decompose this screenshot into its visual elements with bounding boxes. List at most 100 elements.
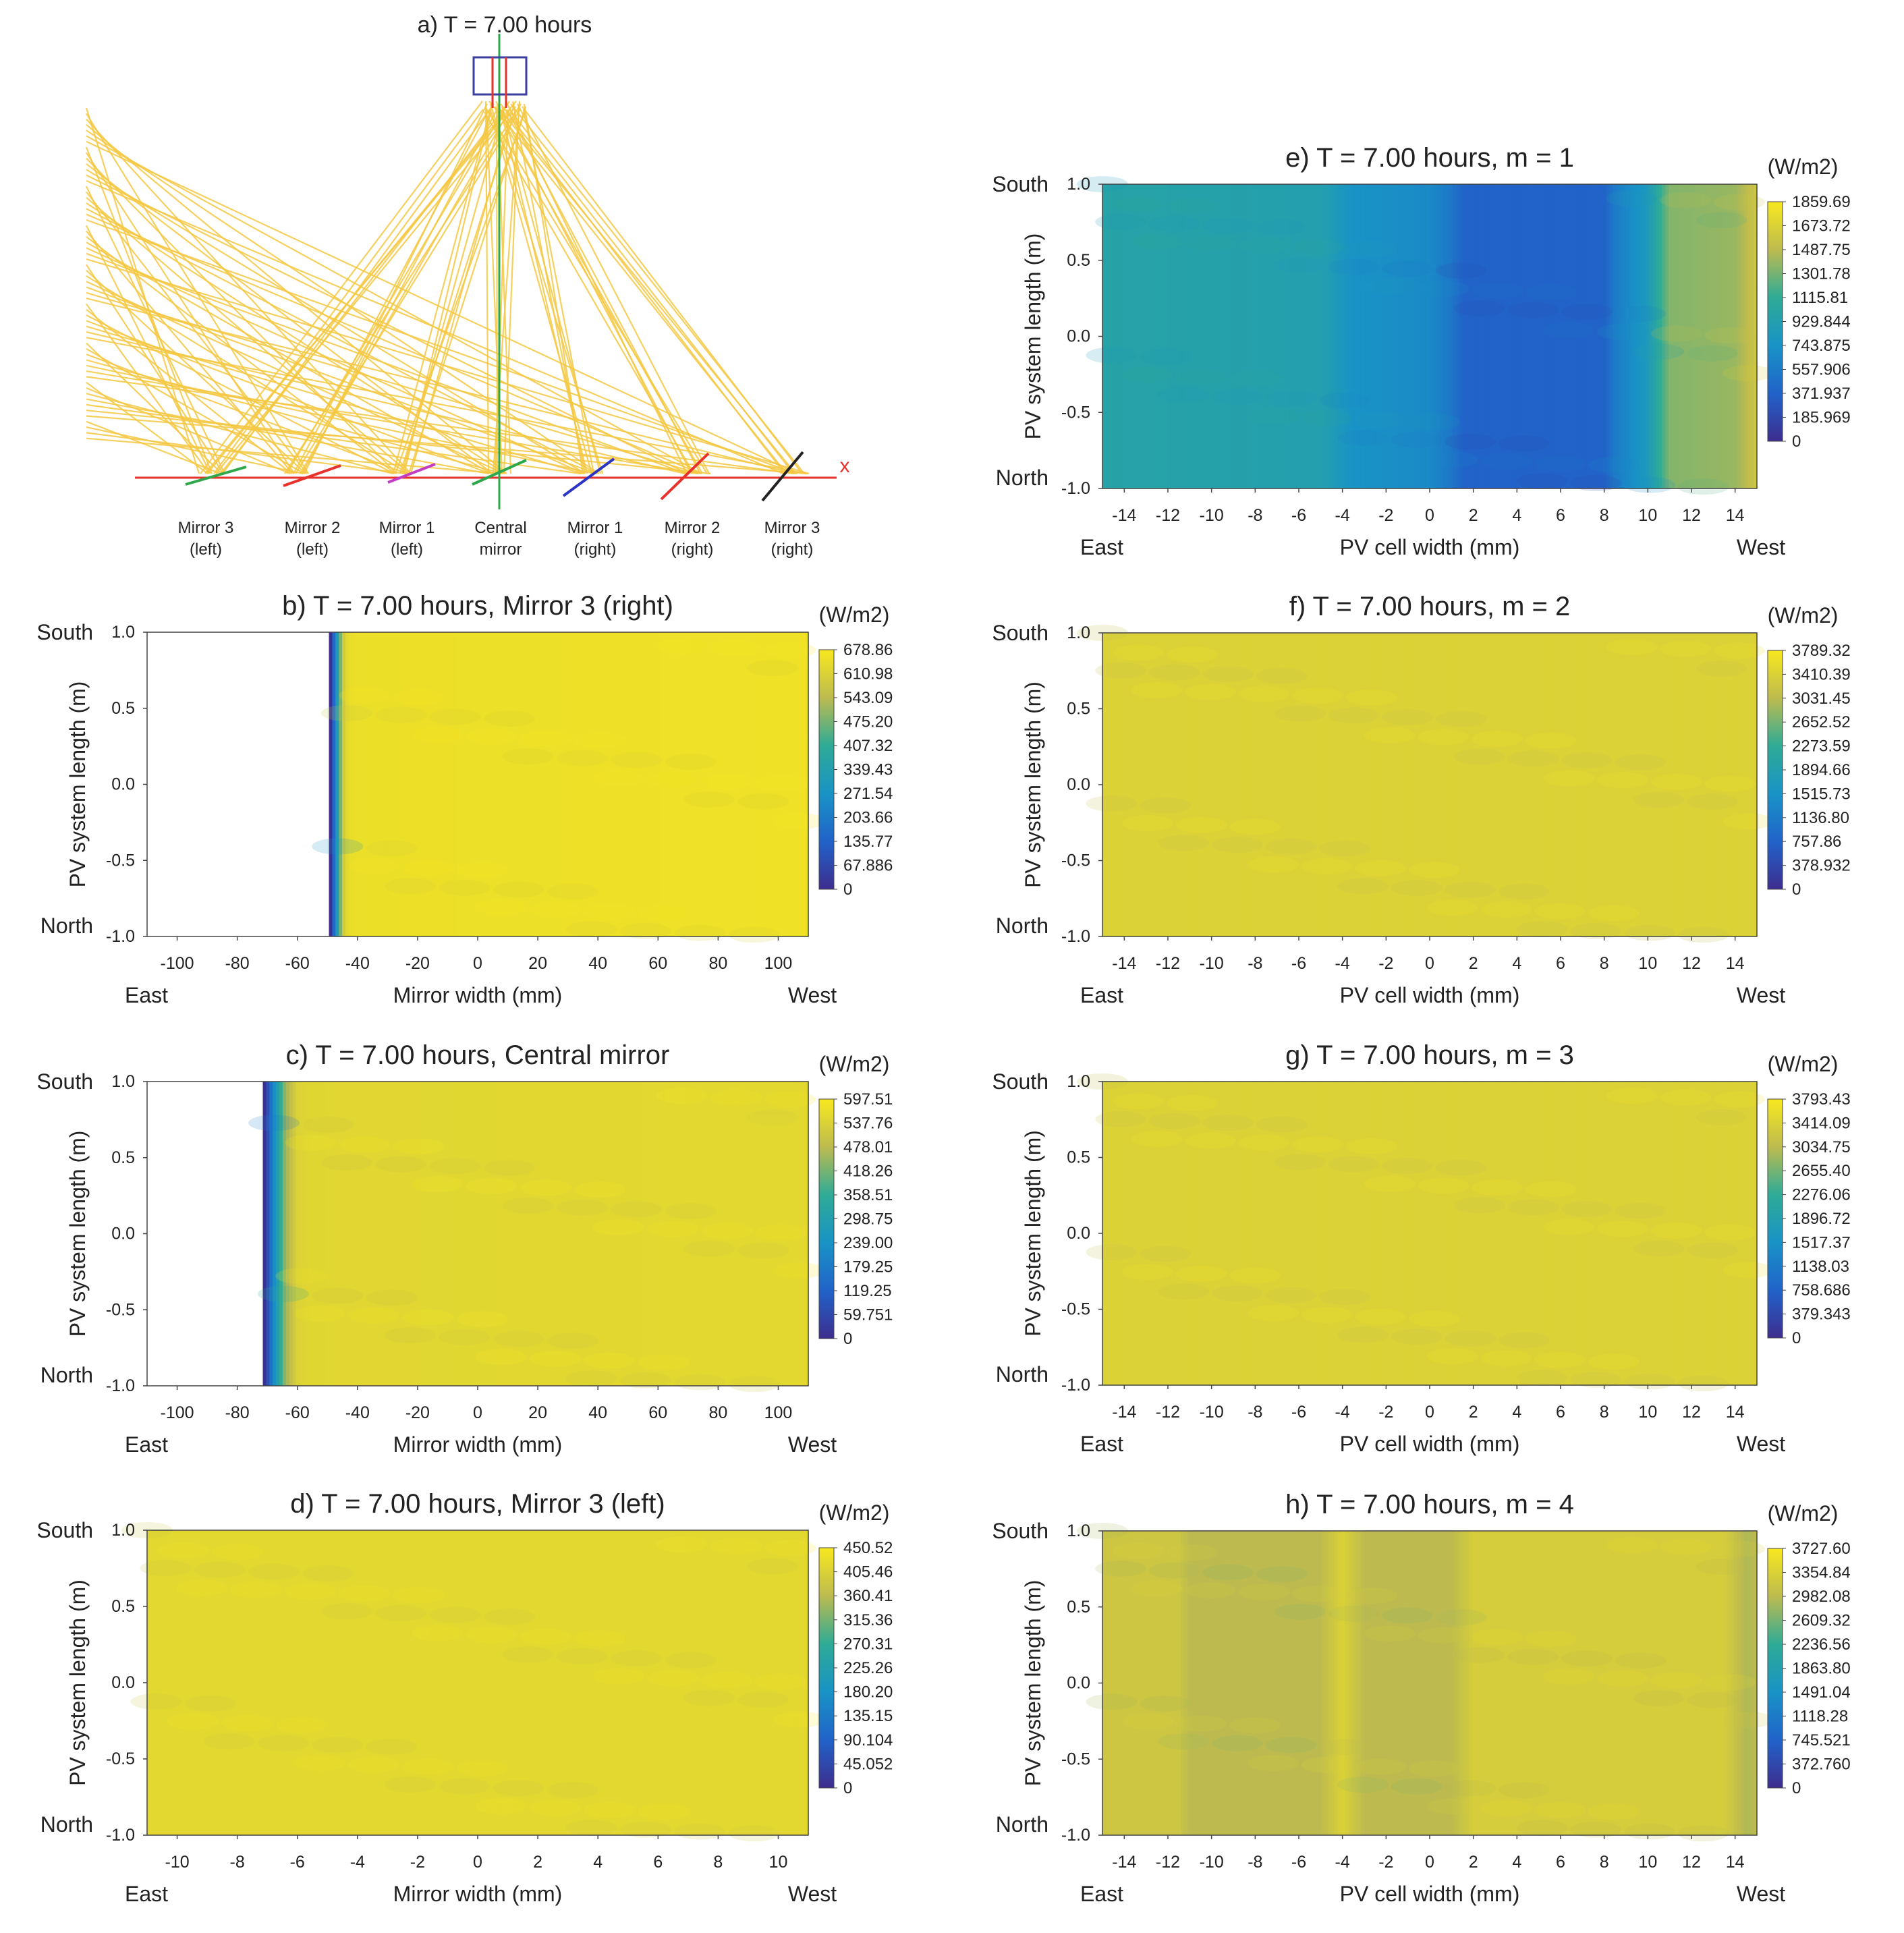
heatmap-blob bbox=[1328, 1605, 1380, 1622]
heatmap-blob bbox=[221, 1715, 273, 1732]
heatmap-cell bbox=[491, 632, 495, 936]
heatmap-blob bbox=[1426, 1798, 1478, 1815]
heatmap-cell bbox=[570, 1082, 574, 1386]
heatmap-cell bbox=[1239, 633, 1244, 936]
heatmap-cell bbox=[524, 1530, 528, 1835]
colorbar-label: 478.01 bbox=[843, 1138, 893, 1156]
heatmap-cell bbox=[1115, 1531, 1119, 1835]
x-tick-label: 8 bbox=[1600, 506, 1609, 525]
heatmap-cell bbox=[1105, 633, 1110, 936]
heatmap-cell bbox=[1681, 1082, 1685, 1385]
colorbar-label: 371.937 bbox=[1792, 385, 1851, 403]
heatmap-blob bbox=[1516, 1370, 1568, 1386]
heatmap-cell bbox=[1469, 1082, 1473, 1385]
heatmap-cell bbox=[1384, 184, 1388, 488]
heatmap-blob bbox=[185, 1695, 237, 1712]
heatmap-cell bbox=[1174, 184, 1179, 488]
heatmap-cell bbox=[636, 1530, 640, 1835]
heatmap-blob bbox=[1148, 1113, 1200, 1129]
heatmap-cell bbox=[748, 632, 753, 936]
heatmap-blob bbox=[1543, 1218, 1595, 1235]
heatmap-cell bbox=[656, 1082, 661, 1386]
heatmap-cell bbox=[1455, 1082, 1460, 1385]
heatmap-cell bbox=[1423, 1082, 1427, 1385]
heatmap-cell bbox=[603, 1530, 607, 1835]
heatmap-blob bbox=[1588, 905, 1640, 922]
x-tick-label: -8 bbox=[1248, 1403, 1262, 1422]
colorbar bbox=[1767, 1098, 1783, 1339]
heatmap-cell bbox=[1393, 1082, 1398, 1385]
heatmap-cell bbox=[557, 1082, 561, 1386]
heatmap-cell bbox=[1420, 1531, 1424, 1835]
heatmap-cell bbox=[596, 1082, 600, 1386]
heatmap-cell bbox=[1393, 184, 1398, 488]
heatmap-cell bbox=[788, 1530, 793, 1835]
heatmap-cell bbox=[226, 1530, 231, 1835]
heatmap-cell bbox=[1367, 633, 1372, 936]
heatmap-cell bbox=[1432, 1531, 1437, 1835]
reflected-ray bbox=[517, 103, 710, 474]
heatmap-cell bbox=[507, 1530, 511, 1835]
heatmap-cell bbox=[1554, 1082, 1558, 1385]
heatmap-blob bbox=[1256, 1566, 1308, 1583]
heatmap-cell bbox=[1567, 633, 1571, 936]
mirror-label-sub: (right) bbox=[671, 540, 714, 559]
heatmap-cell bbox=[1374, 633, 1378, 936]
mirror-6 bbox=[660, 452, 710, 501]
heatmap-blob bbox=[1229, 1267, 1281, 1284]
heatmap-cell bbox=[1547, 184, 1552, 488]
heatmap-blob bbox=[1570, 474, 1622, 491]
heatmap-cell bbox=[365, 632, 369, 936]
heatmap-blob bbox=[320, 704, 372, 721]
heatmap-cell bbox=[1409, 633, 1414, 936]
x-tick-label: 80 bbox=[708, 1403, 727, 1422]
heatmap-cell bbox=[1462, 1531, 1466, 1835]
colorbar bbox=[1767, 1548, 1783, 1789]
heatmap-cell bbox=[1446, 184, 1450, 488]
heatmap-cell bbox=[372, 1530, 376, 1835]
heatmap-cell bbox=[1148, 1531, 1152, 1835]
heatmap-cell bbox=[504, 632, 508, 936]
heatmap-cell bbox=[1521, 1082, 1525, 1385]
heatmap-blob bbox=[1696, 212, 1747, 229]
heatmap-cell bbox=[339, 632, 343, 936]
reflected-ray bbox=[506, 109, 701, 474]
heatmap-cell bbox=[352, 632, 356, 936]
y-tick-label: 0.5 bbox=[1067, 1148, 1090, 1167]
heatmap-cell bbox=[1665, 633, 1669, 936]
heatmap-cell bbox=[745, 1530, 750, 1835]
mirror-label-sub: mirror bbox=[480, 540, 522, 559]
heatmap-cell bbox=[494, 632, 498, 936]
direction-north: North bbox=[996, 1362, 1048, 1386]
heatmap-cell bbox=[1488, 1531, 1492, 1835]
heatmap-blob bbox=[1480, 1799, 1532, 1816]
colorbar-label: 0 bbox=[1792, 432, 1801, 451]
heatmap-blob bbox=[1086, 1243, 1138, 1260]
x-tick-label: 60 bbox=[648, 1403, 667, 1422]
heatmap-cell bbox=[1204, 184, 1208, 488]
heatmap-cell bbox=[375, 1530, 379, 1835]
heatmap-cell bbox=[173, 1530, 177, 1835]
heatmap-cell bbox=[1384, 633, 1388, 936]
heatmap-cell bbox=[527, 1530, 531, 1835]
heatmap-blob bbox=[1507, 1199, 1559, 1216]
heatmap-cell bbox=[1171, 1082, 1175, 1385]
heatmap-cell bbox=[1524, 633, 1529, 936]
heatmap-blob bbox=[774, 813, 826, 830]
heatmap-blob bbox=[656, 638, 708, 655]
heatmap-cell bbox=[1430, 184, 1434, 488]
heatmap-cell bbox=[742, 632, 746, 936]
heatmap-blob bbox=[1696, 1109, 1747, 1126]
heatmap-cell bbox=[1586, 1082, 1591, 1385]
heatmap-cell bbox=[1351, 633, 1355, 936]
reflected-ray bbox=[523, 103, 584, 474]
colorbar-label: 67.886 bbox=[843, 857, 893, 875]
heatmap-cell bbox=[573, 1530, 578, 1835]
heatmap-cell bbox=[1734, 1082, 1738, 1385]
heatmap-cell bbox=[1282, 1531, 1287, 1835]
heatmap-cell bbox=[292, 1530, 297, 1835]
heatmap-blob bbox=[302, 1565, 354, 1582]
x-tick-label: -20 bbox=[405, 1403, 430, 1422]
heatmap-cell bbox=[329, 632, 333, 936]
heatmap-blob bbox=[429, 708, 481, 725]
